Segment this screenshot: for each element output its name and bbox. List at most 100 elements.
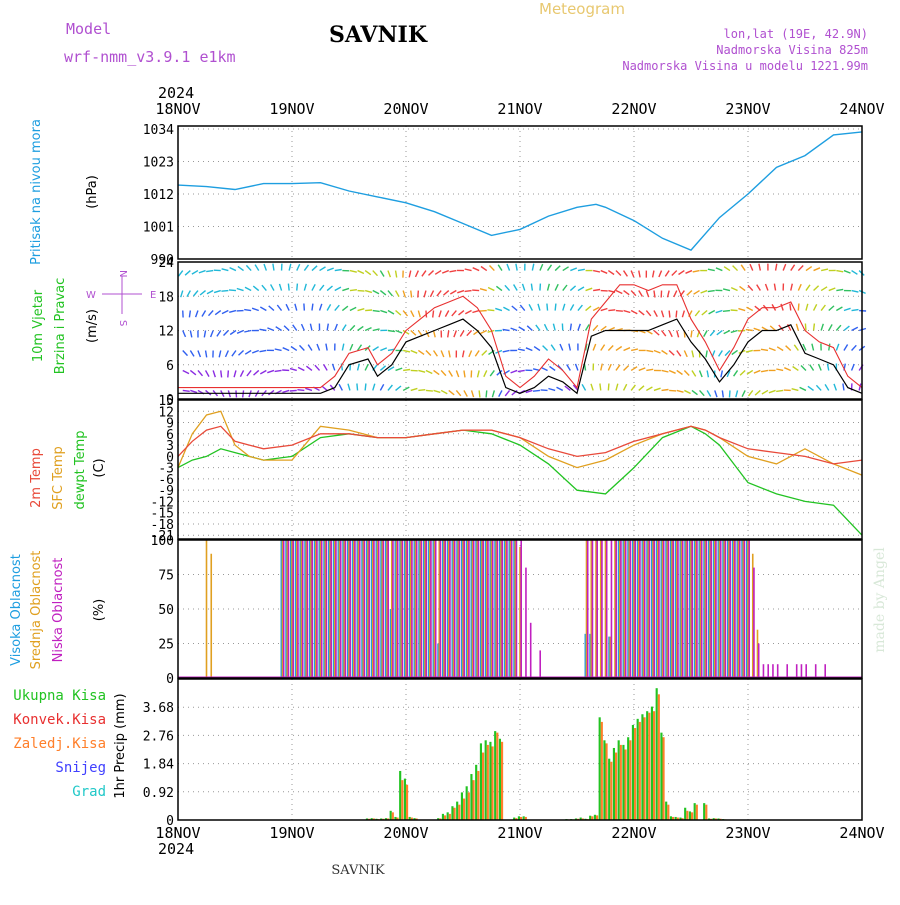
wind-barb [816, 385, 821, 390]
wind-barb [275, 370, 282, 371]
wind-barb [742, 390, 745, 396]
wind-barb [812, 344, 814, 351]
wind-barb [798, 266, 803, 271]
cloud-tick: 25 [158, 638, 174, 653]
wind-barb [222, 311, 228, 314]
wind-barb [252, 350, 259, 353]
wind-barb [674, 291, 677, 297]
wind-barb [297, 264, 300, 270]
wind-barb [669, 370, 675, 373]
wind-barb [457, 291, 464, 293]
wind-barb [514, 285, 518, 291]
wind-barb [724, 331, 730, 334]
lonlat-text: lon,lat (19E, 42.9N) [724, 27, 869, 41]
wind-barb [273, 264, 274, 271]
wind-barb [411, 350, 417, 353]
precip-total-bar [603, 740, 605, 820]
precip-total-bar [399, 771, 401, 820]
wind-barb [437, 291, 441, 297]
wind-barb [821, 305, 825, 311]
wind-barb [631, 385, 635, 391]
wind-barb [298, 367, 304, 370]
wind-barb [204, 331, 205, 338]
wind-barb [821, 324, 823, 331]
wind-barb [578, 269, 585, 270]
wind-barb [646, 350, 653, 351]
wind-barb [576, 364, 578, 371]
wind-barb [503, 350, 510, 351]
wind-barb [183, 331, 186, 337]
wind-barb [844, 345, 848, 351]
wind-barb [793, 367, 799, 371]
wind-barb [206, 370, 209, 376]
wind-barb [608, 384, 609, 391]
wind-barb [286, 304, 289, 310]
wind-barb [498, 265, 502, 271]
wind-barb [691, 331, 692, 338]
wind-barb [759, 264, 760, 271]
wind-barb [769, 348, 776, 350]
wind-barb [289, 264, 291, 271]
wind-barb [267, 370, 274, 372]
precip-total-bar [451, 806, 453, 820]
wind-barb [532, 264, 533, 271]
wind-barb [411, 331, 416, 336]
wind-barb [290, 369, 297, 371]
wind-barb [653, 271, 654, 278]
wind-barb [608, 346, 613, 351]
wind-barb [452, 311, 457, 316]
wind-barb [852, 364, 855, 370]
wind-barb [200, 291, 205, 295]
wind-barb [646, 369, 653, 370]
wind-barb [677, 390, 684, 392]
wind-barb [836, 344, 838, 351]
wind-barb [819, 364, 822, 370]
wind-barb [790, 304, 791, 311]
wind-barb [236, 390, 237, 397]
wind-barb [442, 271, 449, 274]
wind-barb [777, 347, 783, 351]
wind-barb [814, 268, 820, 271]
wind-barb [434, 370, 440, 374]
wind-tick: 24 [158, 256, 174, 271]
wind-barb [677, 350, 681, 356]
wind-barb [422, 271, 426, 277]
wind-barb [350, 290, 357, 291]
wind-barb [496, 286, 502, 290]
wind-barb [578, 287, 584, 291]
wind-barb [465, 291, 472, 292]
wind-barb [541, 390, 548, 391]
wind-barb [358, 291, 365, 292]
precip-total-bar [390, 811, 392, 820]
wind-barb [304, 265, 308, 271]
precip-total-bar [703, 803, 705, 820]
precip-total-bar [404, 779, 406, 820]
wind-barb [761, 370, 768, 371]
wind-barb [631, 349, 638, 350]
wind-barb [776, 264, 777, 271]
wind-barb [472, 390, 474, 397]
wind-barb [654, 388, 661, 390]
wind-barb [732, 350, 738, 354]
wind-barb [426, 350, 431, 355]
wind-barb [403, 370, 410, 371]
wind-barb [426, 390, 433, 391]
pressure-ylabel: Pritisak na nivou mora [29, 119, 44, 265]
wind-barb [396, 368, 403, 370]
wind-barb [511, 370, 518, 372]
wind-barb [601, 271, 607, 274]
wind-barb [722, 390, 723, 397]
wind-barb [553, 324, 555, 331]
wind-barb [631, 291, 636, 296]
wind-barb [365, 384, 366, 391]
wind-barb [844, 308, 851, 310]
precip-strat-bar [653, 711, 655, 820]
wind-barb [465, 311, 471, 314]
precip-strat-bar [601, 722, 603, 820]
wind-barb [416, 271, 419, 277]
wind-barb [821, 269, 828, 270]
wind-barb [639, 311, 644, 315]
wind-barb [320, 267, 326, 271]
precip-total-bar [442, 814, 444, 820]
